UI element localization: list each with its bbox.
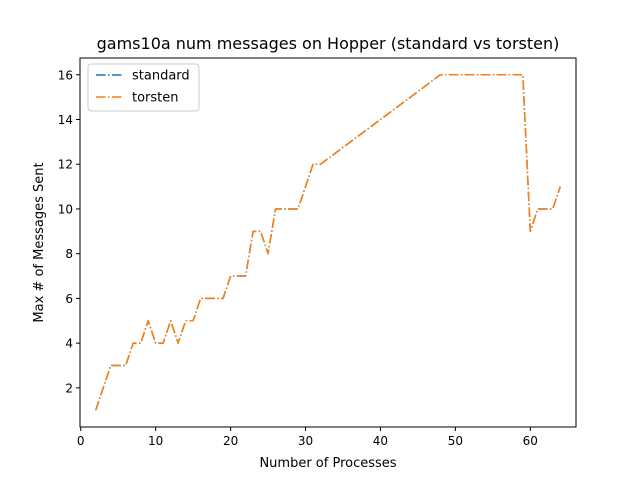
y-tick-label: 14 [58,113,73,127]
x-tick-label: 30 [298,434,313,448]
legend-label-standard: standard [132,69,190,84]
y-tick-label: 8 [65,247,73,261]
y-tick-label: 10 [58,202,73,216]
x-tick-label: 20 [223,434,238,448]
legend: standard torsten [87,63,200,112]
y-tick-label: 6 [65,292,73,306]
x-tick-label: 10 [148,434,163,448]
x-axis: 0 10 20 30 40 50 60 [77,427,538,448]
x-axis-label: Number of Processes [259,456,396,471]
y-axis-label: Max # of Messages Sent [32,162,47,322]
series-lines [95,74,561,411]
y-tick-label: 4 [65,337,73,351]
x-tick-label: 50 [448,434,463,448]
x-tick-label: 60 [523,434,538,448]
plot-frame [79,57,577,428]
y-tick-label: 2 [65,381,73,395]
series-line-torsten [95,74,561,411]
legend-label-torsten: torsten [132,91,179,106]
y-tick-label: 16 [58,68,73,82]
y-axis: 2 4 6 8 10 12 14 16 [58,68,80,395]
x-tick-label: 0 [77,434,85,448]
y-tick-label: 12 [58,158,73,172]
x-tick-label: 40 [373,434,388,448]
chart-title: gams10a num messages on Hopper (standard… [97,34,560,53]
